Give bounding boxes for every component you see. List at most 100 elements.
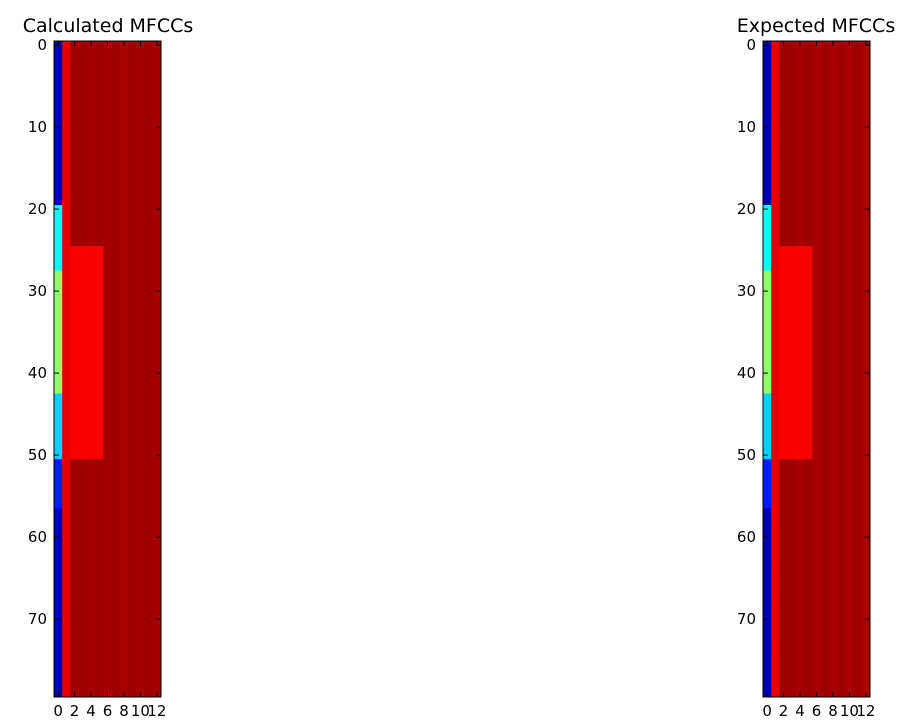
- heatmap-cell: [812, 623, 822, 632]
- heatmap-cell: [119, 385, 129, 394]
- heatmap-cell: [152, 123, 162, 132]
- heatmap-cell: [144, 639, 154, 649]
- heatmap-cell: [820, 287, 830, 296]
- heatmap-cell: [828, 237, 838, 247]
- heatmap-cell: [86, 270, 96, 280]
- heatmap-cell: [845, 639, 854, 649]
- heatmap-cell: [787, 688, 797, 698]
- heatmap-cell: [86, 246, 96, 255]
- heatmap-cell: [812, 164, 822, 173]
- heatmap-cell: [78, 106, 88, 116]
- heatmap-cell: [136, 549, 145, 558]
- heatmap-cell: [812, 131, 822, 140]
- heatmap-cell: [804, 262, 813, 271]
- heatmap-cell: [111, 205, 121, 214]
- heatmap-cell: [763, 524, 772, 534]
- heatmap-cell: [144, 426, 154, 435]
- heatmap-cell: [136, 434, 145, 444]
- heatmap-cell: [119, 98, 129, 107]
- heatmap-cell: [804, 49, 813, 58]
- heatmap-cell: [779, 606, 789, 616]
- heatmap-cell: [837, 270, 846, 280]
- heatmap-cell: [812, 287, 822, 296]
- heatmap-cell: [837, 65, 846, 75]
- heatmap-cell: [136, 598, 145, 608]
- heatmap-cell: [128, 229, 137, 239]
- heatmap-cell: [779, 672, 789, 681]
- heatmap-cell: [62, 123, 71, 132]
- heatmap-cell: [95, 319, 104, 329]
- heatmap-cell: [54, 254, 63, 263]
- heatmap-cell: [103, 57, 113, 66]
- heatmap-cell: [86, 598, 96, 608]
- heatmap-cell: [70, 295, 80, 304]
- heatmap-cell: [119, 500, 129, 509]
- heatmap-cell: [119, 688, 129, 698]
- heatmap-cell: [812, 533, 822, 542]
- heatmap-cell: [779, 656, 789, 665]
- heatmap-cell: [136, 475, 145, 485]
- heatmap-cell: [119, 270, 129, 280]
- heatmap-cell: [763, 49, 772, 58]
- heatmap-cell: [86, 533, 96, 542]
- heatmap-cell: [779, 582, 789, 591]
- heatmap-cell: [78, 393, 88, 403]
- heatmap-cell: [95, 147, 104, 157]
- heatmap-cell: [787, 647, 797, 657]
- heatmap-cell: [136, 656, 145, 665]
- heatmap-cell: [837, 451, 846, 460]
- y-tick-label: 30: [28, 282, 47, 300]
- heatmap-cell: [70, 229, 80, 239]
- heatmap-cell: [128, 483, 137, 493]
- y-tick-label: 20: [28, 200, 47, 218]
- heatmap-cell: [779, 82, 789, 91]
- heatmap-cell: [144, 541, 154, 550]
- heatmap-cell: [136, 303, 145, 312]
- heatmap-cell: [795, 287, 805, 296]
- heatmap-cell: [119, 106, 129, 116]
- heatmap-cell: [837, 410, 846, 419]
- heatmap-cell: [144, 229, 154, 239]
- heatmap-cell: [62, 533, 71, 542]
- heatmap-cell: [787, 459, 797, 468]
- heatmap-cell: [152, 262, 162, 271]
- heatmap-cell: [128, 319, 137, 329]
- heatmap-cell: [820, 565, 830, 575]
- heatmap-cell: [78, 598, 88, 608]
- heatmap-cell: [812, 311, 822, 321]
- heatmap-cell: [845, 254, 854, 263]
- heatmap-cell: [828, 221, 838, 230]
- heatmap-cell: [144, 410, 154, 419]
- heatmap-cell: [853, 328, 863, 337]
- heatmap-cell: [78, 114, 88, 124]
- heatmap-cell: [763, 213, 772, 222]
- heatmap-cell: [804, 98, 813, 107]
- heatmap-cell: [787, 73, 797, 83]
- heatmap-cell: [763, 155, 772, 165]
- heatmap-cell: [103, 459, 113, 468]
- heatmap-cell: [820, 254, 830, 263]
- y-tick-label: 60: [28, 528, 47, 546]
- heatmap-cell: [95, 205, 104, 214]
- heatmap-cell: [111, 41, 121, 50]
- heatmap-cell: [103, 270, 113, 280]
- heatmap-cell: [861, 344, 871, 353]
- heatmap-cell: [804, 475, 813, 485]
- heatmap-cell: [86, 606, 96, 616]
- heatmap-cell: [812, 82, 822, 91]
- heatmap-cell: [837, 57, 846, 66]
- heatmap-cell: [128, 188, 137, 198]
- heatmap-cell: [861, 180, 871, 189]
- heatmap-cell: [136, 270, 145, 280]
- heatmap-cell: [771, 303, 780, 312]
- heatmap-cell: [861, 188, 871, 198]
- heatmap-cell: [103, 246, 113, 255]
- heatmap-cell: [128, 647, 137, 657]
- heatmap-cell: [152, 451, 162, 460]
- heatmap-cell: [111, 688, 121, 698]
- heatmap-cell: [853, 434, 863, 444]
- heatmap-cell: [853, 688, 863, 698]
- heatmap-cell: [128, 164, 137, 173]
- heatmap-cell: [853, 574, 863, 583]
- heatmap-cell: [845, 680, 854, 690]
